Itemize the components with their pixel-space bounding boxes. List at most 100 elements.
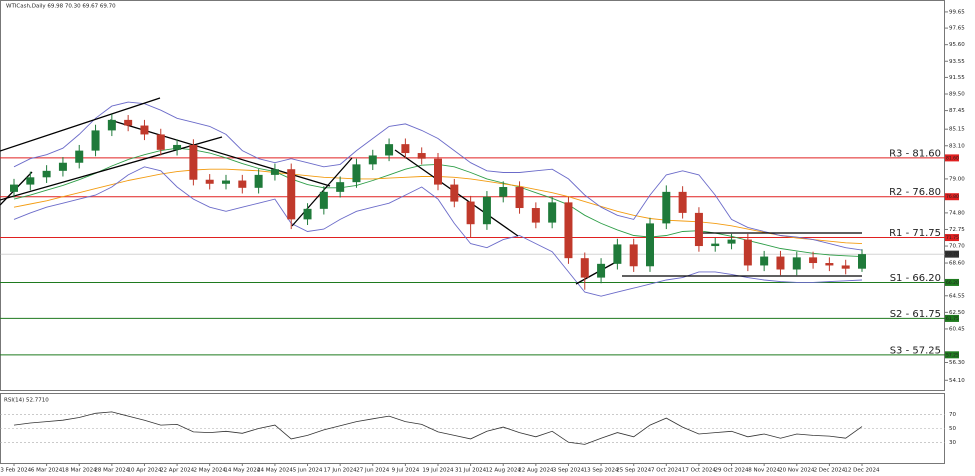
level-label: R3 - 81.60	[889, 148, 941, 159]
y-tick-label: 95.60	[949, 42, 965, 48]
y-tick-label: 91.55	[949, 75, 965, 81]
candle-body	[564, 202, 573, 259]
y-tick-label: 60.45	[949, 326, 965, 332]
trendlines	[0, 97, 862, 285]
x-tick-label: 31 Jul 2024	[455, 468, 487, 474]
candle-body	[336, 182, 345, 192]
x-tick-label: 12 Aug 2024	[486, 468, 522, 474]
price-box-label: 71.75	[946, 235, 959, 241]
price-box-label: 61.75	[946, 316, 959, 322]
candle-body	[417, 153, 426, 159]
candle-body	[156, 134, 165, 150]
candle-body	[466, 201, 475, 225]
y-tick-label: 97.65	[949, 26, 965, 32]
price-box	[945, 154, 959, 162]
candle-body	[662, 191, 671, 224]
candle-body	[809, 257, 818, 264]
price-box-label: 81.60	[946, 155, 959, 161]
y-tick-label: 68.60	[949, 261, 965, 267]
y-tick-label: 64.55	[949, 293, 965, 299]
candle-body	[597, 263, 606, 278]
x-tick-label: 20 Nov 2024	[779, 468, 815, 474]
level-label: S1 - 66.20	[890, 273, 941, 284]
price-box-label: 66.20	[946, 280, 959, 286]
candle-body	[743, 239, 752, 266]
price-panel	[0, 0, 945, 391]
x-tick-label: 23 Feb 2024	[0, 468, 32, 474]
y-tick-label: 83.10	[949, 143, 965, 149]
rsi-title: RSI(14) 52.7710	[4, 398, 49, 404]
y-tick-label: 74.80	[949, 210, 965, 216]
y-tick-label: 99.65	[949, 9, 965, 15]
x-tick-label: 8 Nov 2024	[748, 468, 780, 474]
candle-body	[205, 179, 214, 184]
candle-body	[482, 196, 491, 225]
x-tick-label: 22 Apr 2024	[160, 468, 195, 474]
rsi-line	[13, 411, 863, 445]
y-tick-label: 70.70	[949, 244, 965, 250]
candle-body	[401, 144, 410, 154]
price-box	[945, 278, 959, 286]
y-tick-label: 62.50	[949, 310, 965, 316]
x-tick-label: 22 Aug 2024	[518, 468, 554, 474]
candle-body	[75, 150, 84, 163]
candle-body	[319, 191, 328, 209]
price-box-label: 69.70	[946, 252, 959, 258]
trendline	[0, 136, 223, 201]
candle-body	[613, 244, 622, 264]
candle-body	[10, 184, 18, 192]
rsi-tick-label: 30	[949, 440, 956, 446]
level-label: R2 - 76.80	[889, 187, 941, 198]
candle-body	[531, 208, 540, 223]
x-tick-label: 13 Sep 2024	[584, 468, 619, 474]
x-tick-label: 17 Jun 2024	[324, 468, 358, 474]
y-tick-label: 72.75	[949, 227, 965, 233]
candle-body	[26, 177, 35, 185]
level-label: S3 - 57.25	[890, 345, 941, 356]
candle-body	[760, 256, 769, 266]
trendline	[0, 97, 161, 152]
candle-body	[124, 119, 133, 126]
rsi-tick-label: 50	[949, 426, 956, 432]
candle-body	[629, 244, 638, 267]
candle-body	[580, 258, 589, 278]
chart-title: WTICash,Daily 69.98 70.30 69.67 69.70	[6, 4, 116, 10]
candle-body	[434, 158, 442, 185]
rsi-tick-label: 70	[949, 412, 956, 418]
price-box-label: 76.80	[946, 194, 959, 200]
candle-body	[189, 144, 198, 180]
candle-body	[548, 202, 557, 223]
price-box	[945, 250, 959, 258]
x-tick-label: 24 May 2024	[257, 468, 293, 474]
x-tick-label: 10 Apr 2024	[127, 468, 162, 474]
candle-body	[678, 191, 687, 213]
candle-body	[711, 243, 720, 247]
x-tick-label: 17 Oct 2024	[682, 468, 717, 474]
candle-body	[385, 144, 394, 156]
candle-body	[270, 169, 279, 175]
x-tick-label: 12 Dec 2024	[844, 468, 880, 474]
candle-body	[792, 257, 801, 270]
candle-body	[42, 170, 51, 178]
candle-body	[646, 223, 654, 267]
y-tick-label: 79.00	[949, 176, 965, 182]
x-tick-label: 6 Mar 2024	[31, 468, 63, 474]
x-tick-label: 2 Dec 2024	[814, 468, 846, 474]
candle-body	[107, 119, 116, 131]
price-box	[945, 351, 959, 359]
price-box-label: 57.25	[946, 352, 959, 358]
candle-body	[173, 144, 182, 150]
level-label: R1 - 71.75	[889, 228, 941, 239]
x-tick-label: 2 May 2024	[194, 468, 227, 474]
candle-body	[303, 208, 312, 220]
indicator-line	[13, 166, 863, 297]
candle-body	[694, 212, 703, 247]
price-box	[945, 314, 959, 322]
candle-body	[91, 130, 100, 151]
y-tick-label: 89.50	[949, 92, 965, 98]
candle-body	[776, 256, 785, 270]
candle-body	[727, 239, 736, 244]
x-tick-label: 18 Mar 2024	[62, 468, 97, 474]
y-tick-label: 93.55	[949, 59, 965, 65]
